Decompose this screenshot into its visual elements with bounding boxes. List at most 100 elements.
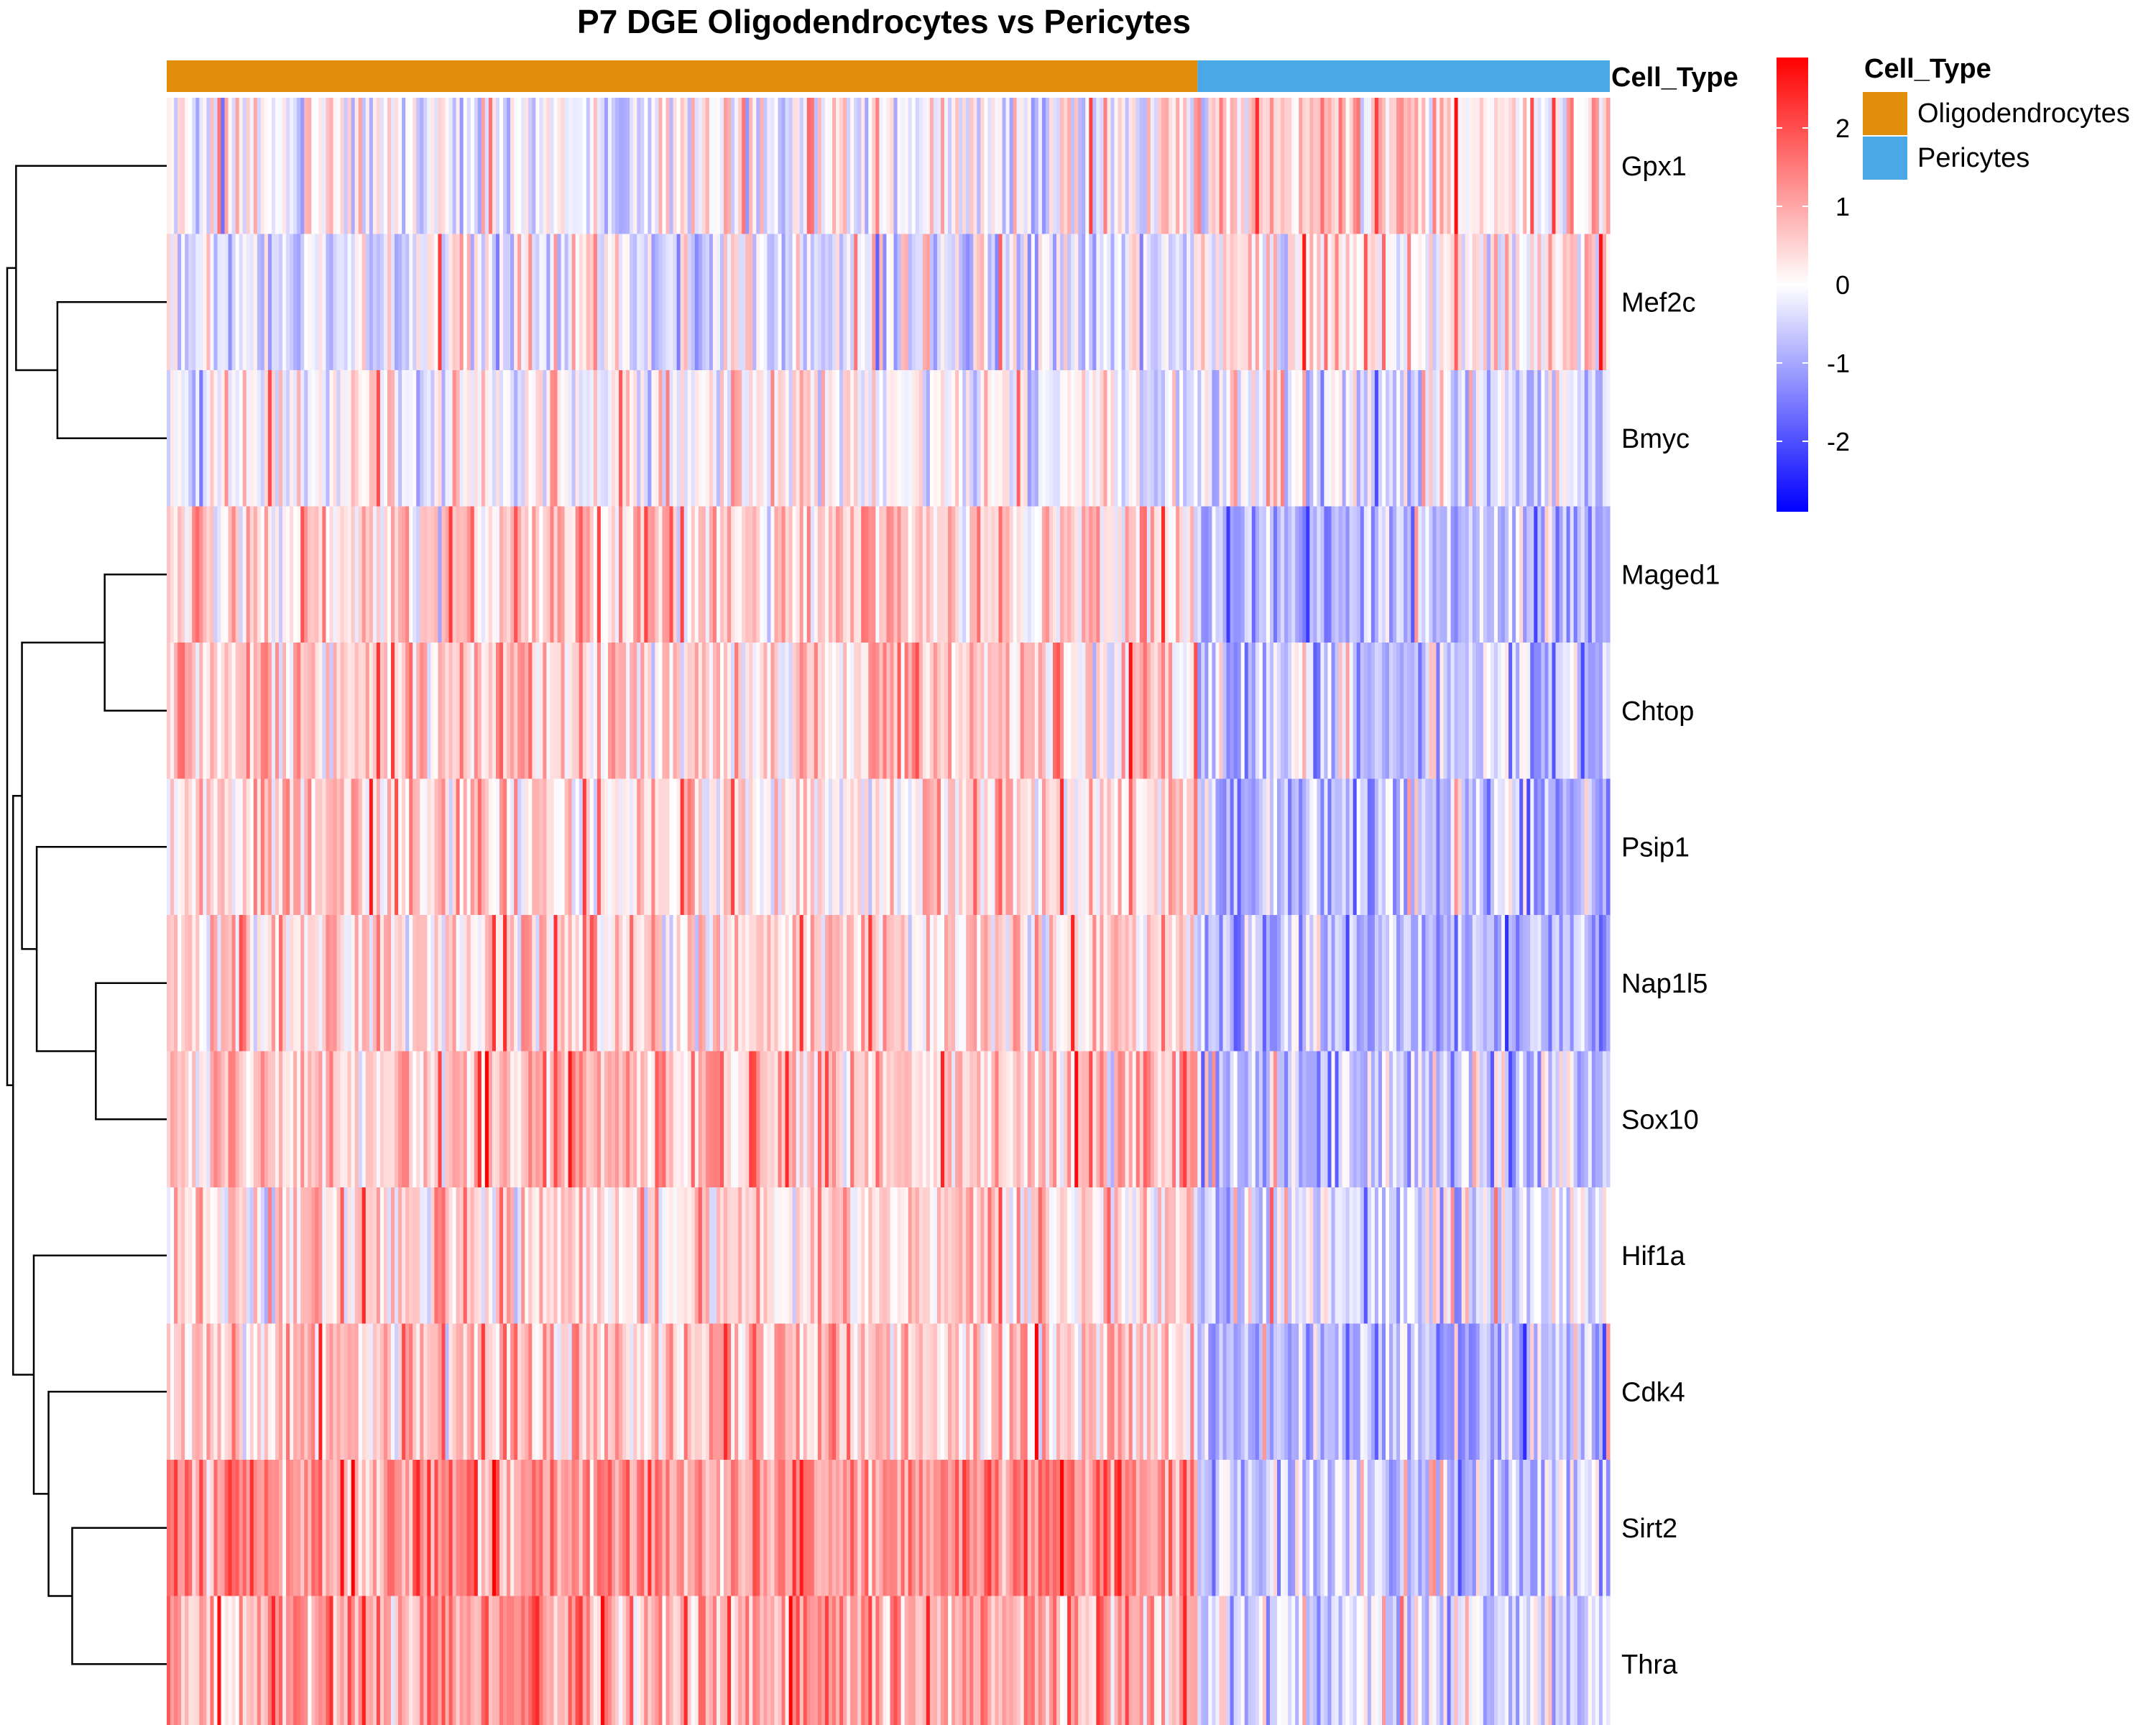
heatmap-cell — [857, 370, 862, 507]
heatmap-cell — [203, 778, 207, 916]
heatmap-cell — [648, 1323, 652, 1460]
heatmap-cell — [665, 98, 671, 234]
heatmap-cell — [1266, 506, 1271, 643]
heatmap-cell — [1580, 370, 1585, 507]
heatmap-cell — [448, 370, 453, 507]
heatmap-cell — [1335, 370, 1340, 507]
heatmap-cell — [358, 1460, 363, 1596]
heatmap-cell — [249, 1323, 254, 1460]
heatmap-cell — [185, 506, 189, 643]
heatmap-cell — [1179, 1187, 1184, 1324]
heatmap-cell — [716, 234, 721, 371]
heatmap-cell — [926, 1460, 931, 1596]
heatmap-cell — [940, 1187, 945, 1324]
heatmap-cell — [1501, 1051, 1506, 1188]
heatmap-cell — [387, 234, 392, 371]
heatmap-cell — [1570, 915, 1575, 1052]
heatmap-cell — [466, 643, 471, 779]
heatmap-cell — [1422, 1596, 1426, 1725]
heatmap-cell — [1541, 506, 1546, 643]
heatmap-cell — [550, 1051, 555, 1188]
heatmap-cell — [1219, 506, 1224, 643]
heatmap-cell — [264, 98, 269, 234]
heatmap-cell — [1262, 1323, 1267, 1460]
heatmap-cell — [1555, 1187, 1560, 1324]
heatmap-cell — [528, 1323, 533, 1460]
heatmap-cell — [532, 643, 536, 779]
heatmap-cell — [984, 643, 988, 779]
heatmap-cell — [1187, 1051, 1191, 1188]
heatmap-cell — [1060, 778, 1064, 916]
heatmap-cell — [908, 915, 913, 1052]
heatmap-cell — [1215, 1596, 1220, 1725]
heatmap-cell — [824, 1460, 829, 1596]
heatmap-cell — [669, 98, 674, 234]
heatmap-cell — [1353, 1187, 1358, 1324]
heatmap-cell — [507, 98, 511, 234]
heatmap-cell — [1197, 1596, 1202, 1725]
heatmap-cell — [1291, 915, 1296, 1052]
heatmap-cell — [340, 915, 345, 1052]
heatmap-cell — [340, 1323, 345, 1460]
heatmap-cell — [553, 778, 558, 916]
heatmap-cell — [340, 234, 345, 371]
heatmap-cell — [644, 234, 648, 371]
heatmap-cell — [1566, 1323, 1571, 1460]
heatmap-cell — [1082, 778, 1086, 916]
heatmap-cell — [192, 98, 196, 234]
heatmap-cell — [456, 1051, 461, 1188]
heatmap-cell — [630, 506, 634, 643]
heatmap-cell — [185, 370, 189, 507]
heatmap-cell — [1067, 370, 1072, 507]
heatmap-cell — [221, 370, 226, 507]
heatmap-cell — [1139, 1596, 1144, 1725]
heatmap-cell — [1255, 1323, 1260, 1460]
heatmap-cell — [1345, 234, 1350, 371]
heatmap-cell — [1493, 1596, 1498, 1725]
heatmap-cell — [724, 1323, 728, 1460]
heatmap-cell — [1400, 915, 1404, 1052]
heatmap-cell — [235, 1323, 240, 1460]
heatmap-cell — [528, 915, 533, 1052]
heatmap-cell — [991, 1596, 996, 1725]
heatmap-cell — [1169, 915, 1173, 1052]
heatmap-cell — [1381, 506, 1386, 643]
chart-title: P7 DGE Oligodendrocytes vs Pericytes — [577, 3, 1191, 40]
heatmap-cell — [651, 98, 655, 234]
heatmap-cell — [1132, 370, 1137, 507]
heatmap-cell — [1454, 1187, 1459, 1324]
heatmap-cell — [239, 1460, 244, 1596]
heatmap-cell — [1516, 1323, 1520, 1460]
heatmap-cell — [1132, 1596, 1137, 1725]
heatmap-cell — [1179, 506, 1184, 643]
heatmap-cell — [1078, 234, 1082, 371]
heatmap-cell — [948, 643, 952, 779]
heatmap-cell — [850, 643, 854, 779]
heatmap-cell — [1118, 1596, 1123, 1725]
heatmap-cell — [217, 643, 222, 779]
heatmap-cell — [1584, 1187, 1589, 1324]
heatmap-cell — [1139, 1460, 1144, 1596]
heatmap-cell — [1212, 234, 1217, 371]
heatmap-cell — [1486, 1051, 1491, 1188]
heatmap-cell — [1483, 643, 1488, 779]
heatmap-cell — [1034, 1051, 1039, 1188]
heatmap-cell — [984, 1051, 988, 1188]
heatmap-cell — [1146, 98, 1151, 234]
heatmap-cell — [228, 1323, 233, 1460]
heatmap-cell — [1273, 1460, 1278, 1596]
heatmap-cell — [1404, 643, 1408, 779]
heatmap-cell — [1281, 1460, 1285, 1596]
heatmap-cell — [1516, 643, 1520, 779]
heatmap-cell — [615, 506, 619, 643]
heatmap-cell — [1107, 1460, 1112, 1596]
heatmap-cell — [1034, 506, 1039, 643]
heatmap-cell — [1552, 778, 1557, 916]
heatmap-cell — [959, 778, 963, 916]
heatmap-cell — [872, 1596, 876, 1725]
heatmap-cell — [1363, 370, 1368, 507]
heatmap-cell — [413, 1460, 417, 1596]
heatmap-cell — [1045, 643, 1050, 779]
heatmap-cell — [1461, 506, 1466, 643]
heatmap-cell — [358, 915, 363, 1052]
